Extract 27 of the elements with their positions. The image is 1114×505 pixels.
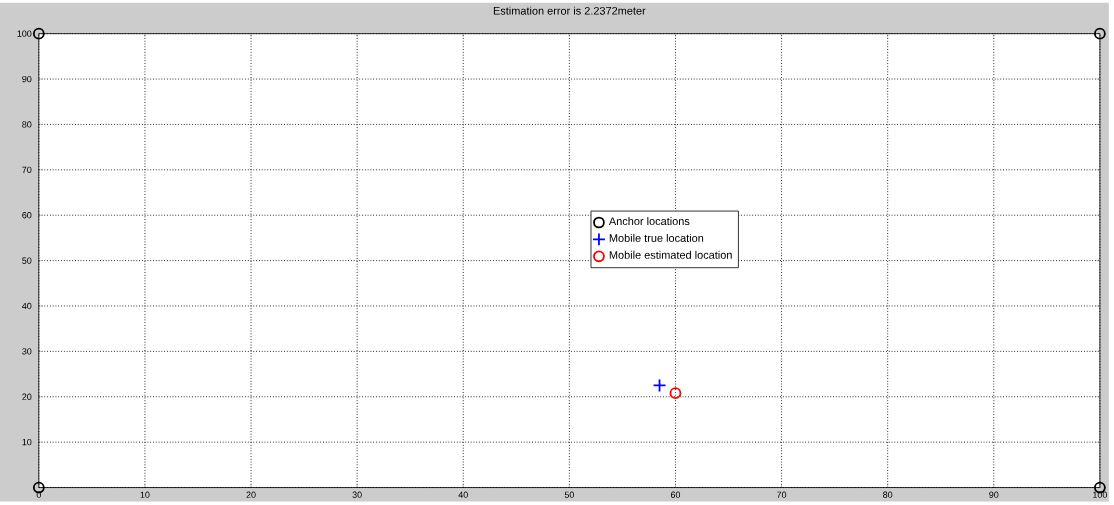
y-tick-label: 80 bbox=[22, 121, 32, 128]
y-tick-label: 90 bbox=[22, 76, 32, 83]
x-tick-label: 70 bbox=[777, 491, 787, 499]
y-tick-label: 10 bbox=[22, 439, 32, 446]
x-tick-label: 60 bbox=[670, 491, 681, 499]
y-tick-label: 40 bbox=[22, 303, 32, 310]
x-tick-label: 40 bbox=[458, 491, 468, 499]
y-tick-label: 30 bbox=[22, 348, 32, 355]
x-tick-label: 20 bbox=[246, 491, 256, 499]
legend-label: Anchor locations bbox=[608, 217, 690, 226]
x-tick-label: 10 bbox=[140, 491, 150, 499]
x-tick-label: 50 bbox=[564, 491, 574, 499]
point bbox=[1094, 27, 1106, 40]
legend-label: Mobile estimated location bbox=[609, 251, 732, 260]
y-tick-label: 50 bbox=[22, 257, 32, 264]
y-tick-label: 20 bbox=[22, 393, 32, 401]
x-tick-label: 90 bbox=[989, 491, 999, 499]
x-tick-label: 80 bbox=[883, 491, 893, 499]
y-tick-label: 60 bbox=[22, 212, 32, 219]
chart-title: Estimation error is 2.2372meter bbox=[493, 6, 646, 15]
y-tick-label: 100 bbox=[17, 30, 32, 38]
y-tick-label: 70 bbox=[22, 166, 32, 174]
point bbox=[32, 27, 45, 40]
x-tick-label: 30 bbox=[352, 491, 362, 499]
point bbox=[652, 378, 667, 393]
legend-label: Mobile true location bbox=[609, 234, 704, 243]
point bbox=[669, 387, 682, 400]
